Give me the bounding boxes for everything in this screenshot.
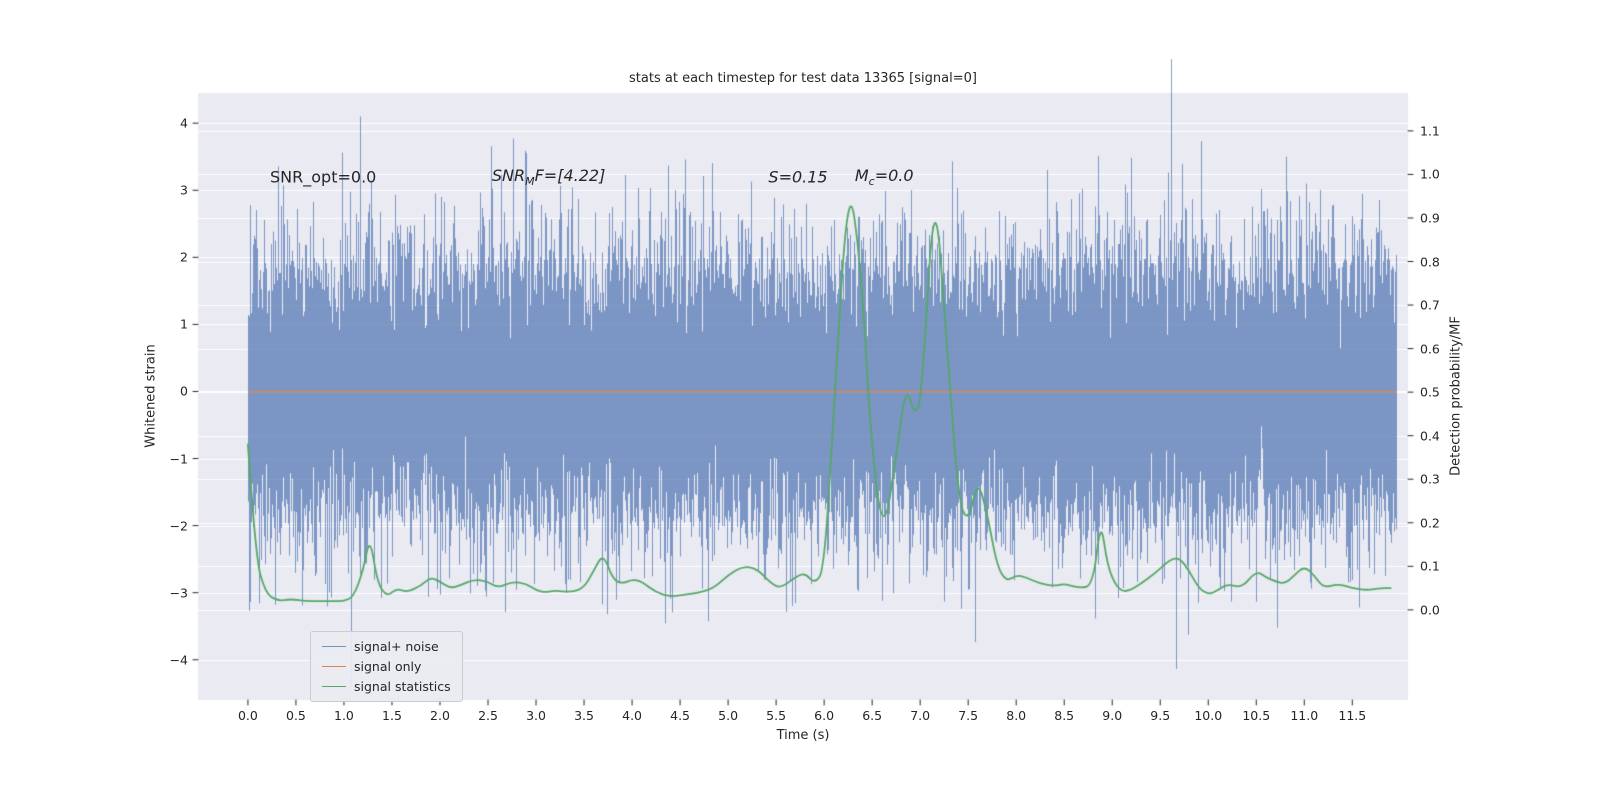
annotation-text: S=0.15 xyxy=(768,167,828,187)
y-axis-right-tick-label: 0.8 xyxy=(1420,254,1440,269)
y-axis-right-tick-label: 0.6 xyxy=(1420,341,1440,357)
y-axis-right-tick-label: 0.0 xyxy=(1420,602,1440,618)
y-axis-left-tick-label: −3 xyxy=(169,585,188,601)
x-axis-tick-label: 3.5 xyxy=(574,708,594,723)
x-axis-label: Time (s) xyxy=(776,728,830,743)
legend-item: signal+ noise xyxy=(322,639,451,654)
x-axis-tick-label: 2.5 xyxy=(478,708,498,723)
x-axis-tick-label: 10.0 xyxy=(1194,708,1223,723)
y-axis-left-tick-label: 4 xyxy=(180,115,188,131)
x-axis-tick-label: 9.5 xyxy=(1150,708,1171,723)
x-axis-tick-label: 1.0 xyxy=(334,708,354,723)
x-axis-tick-label: 5.0 xyxy=(718,708,739,723)
legend-line-icon xyxy=(322,686,346,687)
x-axis-tick-label: 1.5 xyxy=(382,708,402,723)
legend-label: signal statistics xyxy=(354,679,451,694)
y-axis-left-label: Whitened strain xyxy=(143,344,159,448)
x-axis-tick-label: 8.5 xyxy=(1054,708,1075,723)
x-axis-tick-label: 4.0 xyxy=(622,708,643,723)
y-axis-right-tick-label: 0.4 xyxy=(1420,428,1440,444)
y-axis-right-tick-label: 1.0 xyxy=(1420,166,1440,182)
legend-line-icon xyxy=(322,666,346,667)
x-axis-tick-label: 2.0 xyxy=(430,708,450,723)
legend-label: signal+ noise xyxy=(354,639,439,654)
annotation-text: SNRMF=[4.22] xyxy=(491,165,606,188)
y-axis-left-tick-label: 3 xyxy=(180,182,188,198)
x-axis-tick-label: 7.5 xyxy=(958,708,979,723)
x-axis-tick-label: 7.0 xyxy=(910,708,931,723)
legend-item: signal only xyxy=(322,659,451,674)
legend-line-icon xyxy=(322,646,346,647)
y-axis-right-tick-label: 0.2 xyxy=(1420,515,1440,531)
y-axis-left-tick-label: −4 xyxy=(169,652,188,668)
y-axis-left-tick-label: −2 xyxy=(169,518,188,534)
y-axis-left-tick-label: 0 xyxy=(180,383,188,399)
x-axis-tick-label: 3.0 xyxy=(526,708,546,723)
x-axis-tick-label: 4.5 xyxy=(670,708,691,723)
y-axis-right-tick-label: 0.5 xyxy=(1420,384,1440,400)
x-axis-tick-label: 5.5 xyxy=(766,708,787,723)
annotation-text: Mc=0.0 xyxy=(854,165,914,188)
x-axis-tick-label: 0.0 xyxy=(237,708,258,723)
y-axis-left-tick-label: −1 xyxy=(169,451,188,467)
chart-title: stats at each timestep for test data 133… xyxy=(629,71,977,86)
x-axis-tick-label: 11.0 xyxy=(1290,708,1319,723)
x-axis-tick-label: 6.0 xyxy=(814,708,835,723)
legend-label: signal only xyxy=(354,659,422,674)
x-axis-tick-label: 9.0 xyxy=(1102,708,1123,723)
x-axis-tick-label: 6.5 xyxy=(862,708,883,723)
y-axis-left-tick-label: 1 xyxy=(180,316,188,332)
legend-item: signal statistics xyxy=(322,679,451,694)
y-axis-left-tick-label: 2 xyxy=(180,249,188,265)
x-axis-tick-label: 10.5 xyxy=(1242,708,1271,723)
y-axis-right-tick-label: 0.1 xyxy=(1420,558,1440,574)
x-axis-tick-label: 8.0 xyxy=(1006,708,1027,723)
y-axis-right-tick-label: 1.1 xyxy=(1420,123,1440,139)
y-axis-right-tick-label: 0.7 xyxy=(1420,297,1440,313)
y-axis-right-tick-label: 0.9 xyxy=(1420,210,1440,226)
y-axis-right-label: Detection probability/MF xyxy=(1448,316,1464,476)
y-axis-right-tick-label: 0.3 xyxy=(1420,471,1440,487)
x-axis-tick-label: 11.5 xyxy=(1338,708,1367,723)
annotation-text: SNR_opt=0.0 xyxy=(270,167,377,187)
legend: signal+ noise signal only signal statistic… xyxy=(310,631,463,702)
x-axis-tick-label: 0.5 xyxy=(285,708,306,723)
